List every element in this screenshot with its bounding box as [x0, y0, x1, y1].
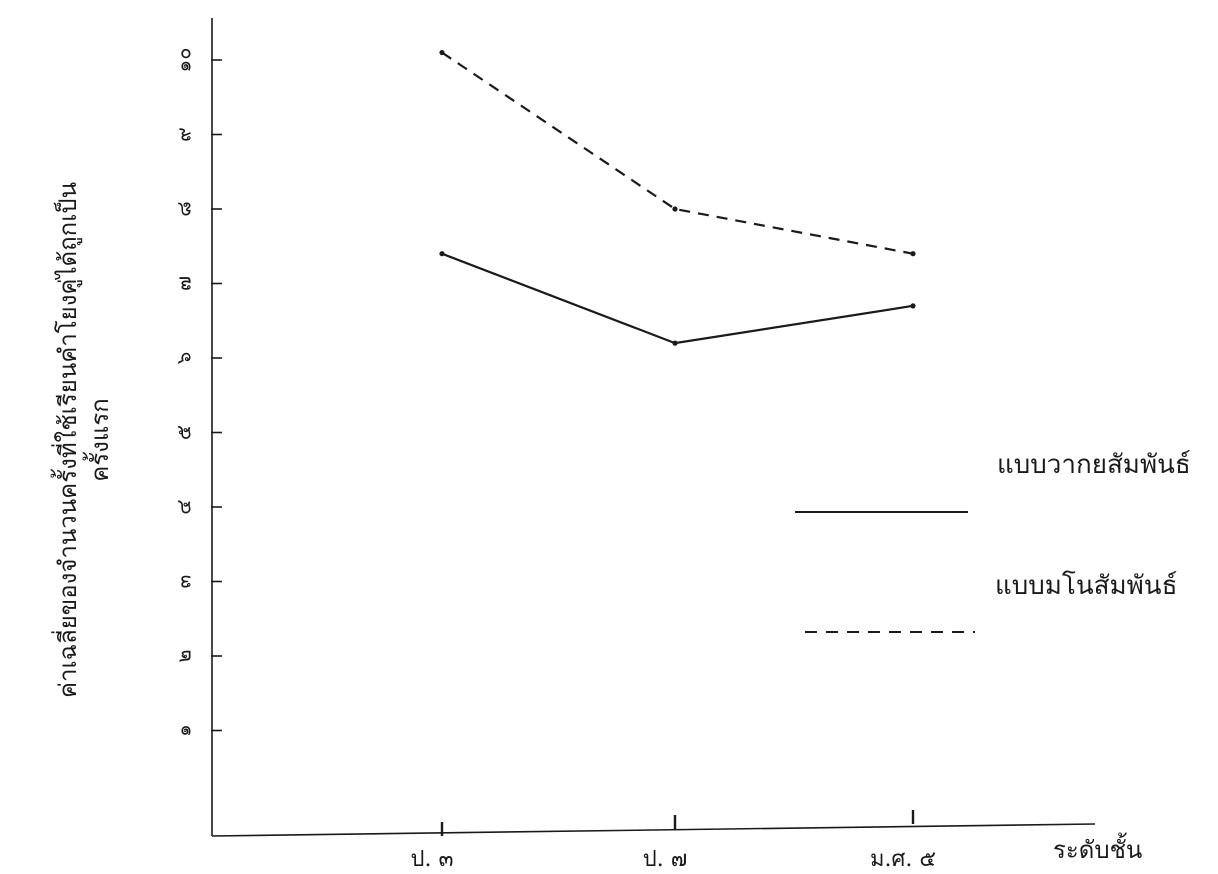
y-axis-label-line2: ครั้งแรก [82, 398, 114, 482]
x-tick-label: ม.ศ. ๕ [870, 847, 936, 872]
y-tick-label: ๑ [172, 724, 196, 737]
y-tick-label: ๒ [172, 649, 196, 662]
series-point-1 [910, 251, 916, 257]
legend-item-dashed: แบบมโนสัมพันธ์ [805, 570, 1177, 633]
y-tick-label: ๑๐ [172, 48, 196, 73]
legend: แบบวากยสัมพันธ์ แบบมโนสัมพันธ์ [795, 450, 1191, 633]
x-axis [211, 823, 1096, 837]
y-axis-label: ค่าเฉลี่ยของจำนวนครั้งที่ใช้เรียนคำโยงคู… [50, 182, 114, 698]
y-tick-label: ๖ [172, 352, 196, 365]
series-point-0 [672, 340, 678, 346]
series-point-0 [910, 303, 916, 309]
y-tick-label: ๔ [172, 499, 196, 514]
series-line-0 [441, 252, 914, 345]
y-tick-label: ๘ [172, 201, 196, 216]
y-tick-label: ๗ [172, 276, 196, 291]
y-tick-label: ๓ [172, 575, 196, 589]
series-point-1 [439, 49, 445, 56]
legend-item-solid: แบบวากยสัมพันธ์ [795, 450, 1191, 513]
x-ticks: ป. ๓ ป. ๗ ม.ศ. ๕ [411, 810, 936, 872]
legend-label-dashed: แบบมโนสัมพันธ์ [995, 570, 1177, 601]
chart-axes [211, 18, 1096, 837]
series-group [439, 49, 916, 346]
y-tick-label: ๙ [172, 127, 196, 142]
series-point-1 [672, 206, 678, 212]
y-axis-label-line1: ค่าเฉลี่ยของจำนวนครั้งที่ใช้เรียนคำโยงคู… [50, 182, 83, 698]
y-ticks: ๑ ๒ ๓ ๔ ๕ ๖ ๗ ๘ ๙ ๑๐ [172, 48, 222, 737]
x-tick-label: ป. ๓ [411, 847, 454, 872]
x-axis-label: ระดับชั้น [1053, 832, 1142, 864]
series-point-0 [439, 251, 445, 257]
legend-label-solid: แบบวากยสัมพันธ์ [997, 450, 1191, 480]
series-line-1 [441, 51, 914, 255]
x-tick-label: ป. ๗ [643, 847, 688, 872]
y-tick-label: ๕ [172, 425, 196, 440]
